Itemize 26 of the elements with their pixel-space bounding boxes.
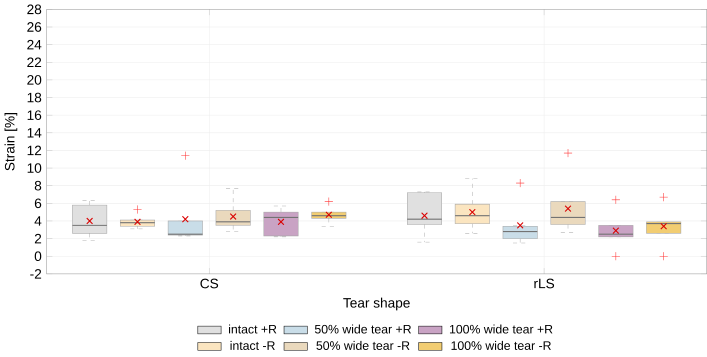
y-tick-label: 16 xyxy=(28,110,42,120)
legend-label: 50% wide tear +R xyxy=(314,324,411,334)
y-tick-label: 2 xyxy=(34,234,42,244)
legend-label: 100% wide tear -R xyxy=(452,340,551,350)
legend-label: intact +R xyxy=(229,324,276,334)
y-tick-label: 24 xyxy=(27,40,42,50)
y-tick-label: -2 xyxy=(30,268,42,278)
legend-label: intact -R xyxy=(230,340,275,350)
y-tick-label: 4 xyxy=(34,216,42,226)
legend-label: 50% wide tear -R xyxy=(316,340,410,350)
y-tick-label: 22 xyxy=(27,57,42,67)
x-axis-title: Tear shape xyxy=(343,298,410,310)
y-tick-label: 18 xyxy=(28,92,42,102)
legend-label: 100% wide tear +R xyxy=(450,324,552,334)
y-axis-title: Strain [%] xyxy=(4,112,18,170)
y-tick-label: 28 xyxy=(27,4,42,14)
y-tick-label: 10 xyxy=(28,163,42,173)
y-tick-label: 14 xyxy=(28,128,42,138)
y-tick-label: 20 xyxy=(27,74,42,85)
y-tick-label: 8 xyxy=(34,180,42,190)
y-tick-label: 6 xyxy=(34,198,42,208)
y-tick-label: 0 xyxy=(34,251,42,261)
y-tick-label: 26 xyxy=(27,22,42,32)
x-tick-label: rLS xyxy=(534,278,554,288)
y-tick-label: 12 xyxy=(28,146,42,156)
x-tick-label: CS xyxy=(200,278,218,288)
